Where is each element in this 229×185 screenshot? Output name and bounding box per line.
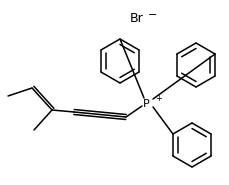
Text: P: P [143,99,149,109]
Text: +: + [155,93,162,102]
Text: −: − [148,10,157,20]
Text: Br: Br [130,11,144,24]
